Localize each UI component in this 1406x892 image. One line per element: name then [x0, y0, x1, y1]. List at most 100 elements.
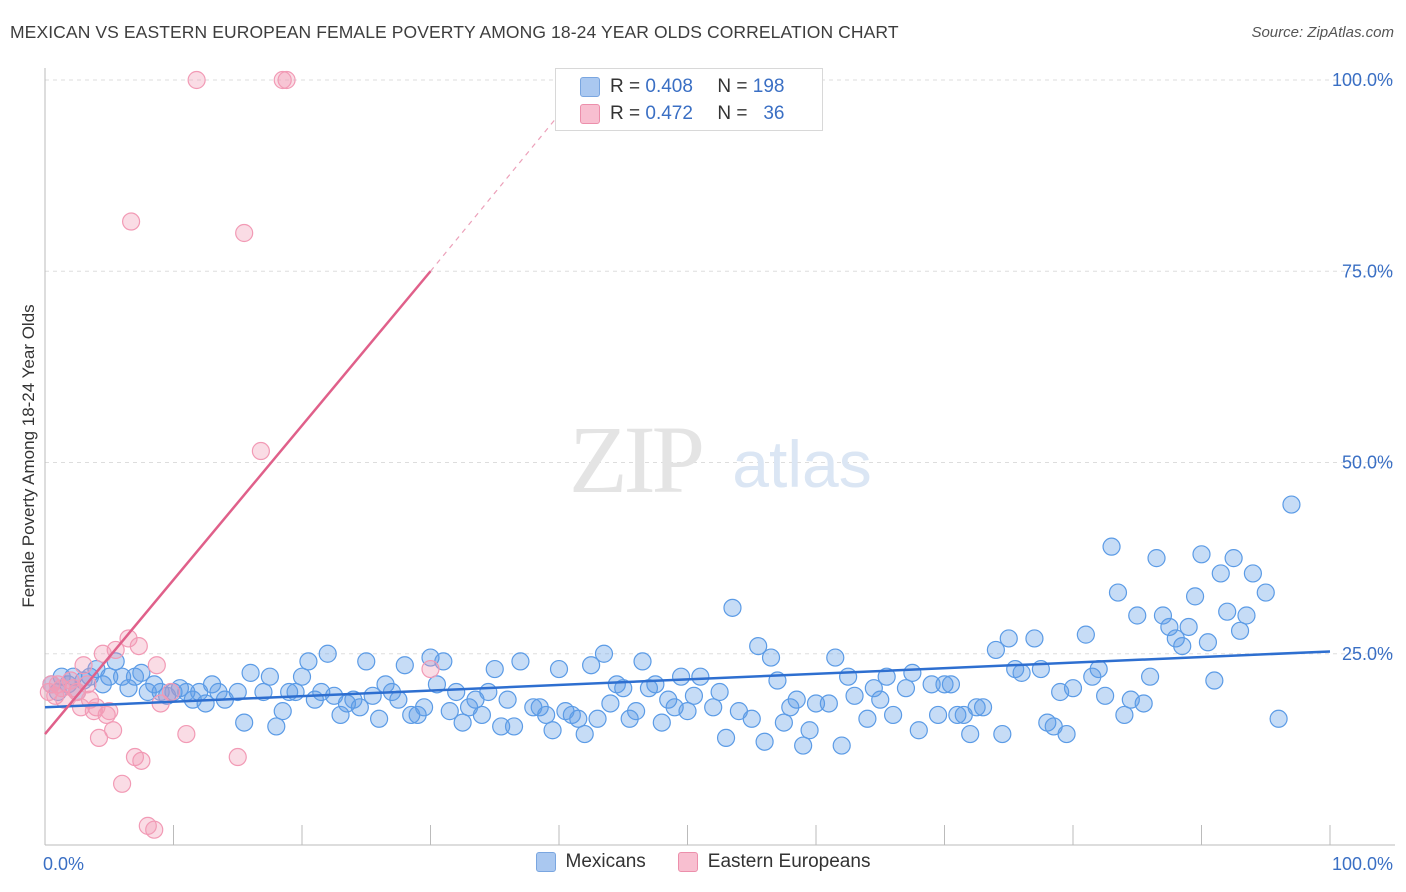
point-mexicans [1282, 495, 1301, 514]
point-mexicans [1179, 617, 1198, 637]
point-mexicans [440, 702, 459, 721]
n-label: N = [717, 76, 748, 97]
legend-item-mexicans[interactable]: Mexicans [535, 851, 646, 873]
point-mexicans [678, 702, 697, 721]
point-mexicans [800, 721, 819, 740]
point-mexicans [877, 667, 896, 686]
legend-swatch-eastern-europeans [677, 852, 698, 872]
point-mexicans [1153, 606, 1173, 625]
r-label: R = [610, 76, 641, 97]
point-mexicans [363, 686, 382, 705]
point-mexicans [845, 686, 864, 705]
point-mexicans [318, 644, 337, 663]
point-mexicans [1192, 545, 1211, 564]
chart-title: MEXICAN VS EASTERN EUROPEAN FEMALE POVER… [10, 22, 899, 42]
point-mexicans [350, 698, 369, 717]
trend-lines [44, 106, 1331, 735]
point-mexicans [961, 724, 980, 744]
point-eastern-europeans [121, 212, 141, 231]
point-mexicans [472, 705, 491, 725]
point-mexicans [1089, 659, 1108, 679]
point-mexicans [1115, 705, 1134, 725]
point-mexicans [973, 698, 993, 717]
point-mexicans [967, 698, 986, 717]
legend-label-eastern-europeans: Eastern Europeans [707, 851, 871, 872]
point-mexicans [819, 694, 838, 713]
legend-item-eastern-europeans[interactable]: Eastern Europeans [677, 851, 871, 873]
point-mexicans [922, 675, 941, 694]
point-mexicans [100, 667, 119, 686]
point-mexicans [254, 682, 273, 702]
n-value-eastern-europeans: 36 [763, 103, 785, 124]
point-mexicans [549, 659, 569, 679]
point-eastern-europeans [187, 70, 206, 90]
point-mexicans [787, 690, 806, 709]
point-mexicans [594, 644, 614, 663]
watermark-zip: ZIP [569, 406, 702, 513]
legend: Mexicans Eastern Europeans [0, 851, 1406, 873]
point-mexicans [112, 667, 132, 686]
point-mexicans [652, 713, 671, 732]
r-value-eastern-europeans: 0.472 [645, 103, 693, 124]
point-mexicans [601, 694, 620, 713]
point-mexicans [614, 679, 633, 698]
point-mexicans [331, 705, 350, 725]
tick-labels: 25.0% 50.0% 75.0% 100.0% 0.0% 100.0% [43, 70, 1393, 874]
axes [44, 68, 1395, 846]
point-mexicans [646, 675, 665, 694]
point-mexicans [832, 736, 851, 755]
point-mexicans [427, 675, 447, 694]
watermark: ZIP atlas [569, 406, 872, 513]
point-eastern-europeans [273, 70, 292, 90]
point-eastern-europeans [100, 702, 119, 721]
legend-swatch-mexicans [535, 852, 556, 872]
point-eastern-europeans [147, 656, 166, 675]
point-eastern-europeans [129, 636, 148, 656]
point-mexicans [588, 709, 607, 728]
point-mexicans [575, 724, 594, 744]
trend-extension-eastern-europeans [430, 106, 566, 272]
point-mexicans [498, 690, 517, 709]
point-mexicans [1140, 667, 1160, 686]
point-mexicans [858, 709, 877, 728]
trend-line-eastern-europeans [44, 270, 432, 735]
point-mexicans [569, 709, 588, 728]
point-mexicans [1160, 617, 1179, 637]
point-eastern-europeans [119, 629, 138, 648]
point-mexicans [1096, 686, 1115, 705]
point-mexicans [1057, 724, 1076, 744]
point-mexicans [582, 656, 601, 675]
correlation-stats-box: R = 0.408 N = 198 R = 0.472 N = 36 [555, 68, 823, 131]
y-axis-label: Female Poverty Among 18-24 Year Olds [19, 304, 38, 607]
point-mexicans [1198, 633, 1218, 652]
series-eastern-europeans [39, 70, 440, 839]
point-mexicans [941, 675, 961, 694]
point-mexicans [716, 728, 736, 748]
point-mexicans [492, 717, 511, 736]
x-tick-label: 100.0% [1332, 854, 1393, 874]
y-tick-label: 25.0% [1342, 644, 1393, 664]
point-mexicans [485, 659, 504, 679]
point-mexicans [633, 652, 652, 671]
watermark-atlas: atlas [732, 427, 871, 501]
point-mexicans [273, 702, 292, 721]
point-mexicans [671, 667, 691, 686]
point-mexicans [723, 598, 742, 617]
point-eastern-europeans [145, 820, 164, 839]
x-tick-label: 0.0% [43, 854, 84, 874]
y-tick-label: 50.0% [1342, 453, 1393, 473]
point-mexicans [903, 663, 922, 682]
point-mexicans [1108, 583, 1128, 602]
point-mexicans [357, 652, 376, 671]
point-mexicans [228, 682, 247, 702]
r-value-mexicans: 0.408 [645, 76, 693, 97]
point-eastern-europeans [251, 441, 270, 461]
point-mexicans [794, 736, 813, 755]
point-mexicans [1269, 709, 1288, 728]
point-mexicans [286, 682, 305, 702]
n-label: N = [717, 103, 748, 124]
point-mexicans [761, 648, 781, 667]
point-mexicans [511, 652, 530, 671]
point-mexicans [389, 690, 408, 709]
